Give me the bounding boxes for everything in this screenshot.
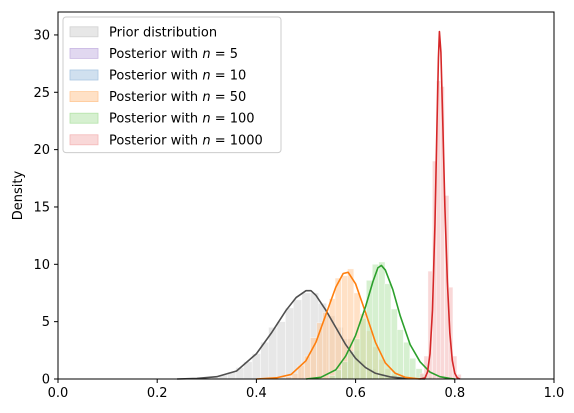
- histogram-bar: [260, 341, 270, 380]
- histogram-bar: [409, 358, 417, 380]
- legend-swatch: [69, 134, 99, 146]
- histogram-bar: [390, 308, 398, 380]
- kde-curve: [305, 264, 455, 380]
- histogram-bar: [396, 329, 404, 380]
- y-tick-label: 10: [33, 258, 50, 273]
- y-tick-label: 30: [33, 28, 50, 43]
- kde-curves: [177, 30, 461, 380]
- y-tick-label: 0: [42, 373, 50, 388]
- y-tick-label: 20: [33, 143, 50, 158]
- y-tick-label: 15: [33, 200, 50, 215]
- histogram-bar: [285, 307, 295, 380]
- histogram-bar: [359, 317, 367, 380]
- histogram-bar: [291, 372, 299, 380]
- legend-swatch: [69, 26, 99, 38]
- x-tick-label: 1.0: [544, 386, 565, 401]
- x-tick-label: 0.8: [444, 386, 465, 401]
- legend-box: [62, 16, 282, 154]
- legend-label: Posterior with n = 50: [109, 90, 246, 105]
- x-tick-label: 0.6: [345, 386, 366, 401]
- histogram-bar: [328, 375, 336, 380]
- legend-swatch: [69, 48, 99, 59]
- legend-label: Prior distribution: [109, 25, 217, 40]
- y-tick-label: 5: [42, 315, 50, 330]
- legend-swatch: [69, 91, 99, 102]
- legend-swatch: [69, 112, 99, 124]
- histogram-bar: [341, 361, 349, 380]
- x-axis-ticks: 0.0 0.2 0.4 0.6 0.8 1.0: [48, 379, 565, 401]
- legend-label: Posterior with n = 1000: [109, 133, 263, 148]
- y-axis-label: Density: [11, 170, 26, 220]
- y-axis-ticks: 0 5 10 15 20 25 30: [33, 28, 58, 388]
- kde-curve: [256, 271, 421, 380]
- x-tick-label: 0.4: [246, 386, 267, 401]
- histogram-bar: [235, 367, 245, 380]
- legend-label: Posterior with n = 10: [109, 69, 246, 84]
- y-tick-label: 25: [33, 86, 50, 101]
- histogram-bars: [193, 80, 462, 380]
- histogram-bar: [334, 369, 342, 380]
- histogram-bar: [403, 341, 411, 380]
- x-tick-label: 0.2: [147, 386, 168, 401]
- axes-frame: [57, 11, 555, 380]
- x-tick-label: 0.0: [48, 386, 69, 401]
- kde-curve: [177, 289, 426, 380]
- histogram-bar: [276, 321, 286, 380]
- histogram-bar: [328, 298, 336, 380]
- legend: Prior distribution Posterior with n = 5 Po…: [62, 16, 282, 154]
- kde-curve: [419, 30, 461, 380]
- legend-swatch: [69, 69, 99, 81]
- histogram-bar: [251, 353, 261, 380]
- legend-label: Posterior with n = 100: [109, 112, 255, 127]
- legend-label: Posterior with n = 5: [109, 47, 238, 62]
